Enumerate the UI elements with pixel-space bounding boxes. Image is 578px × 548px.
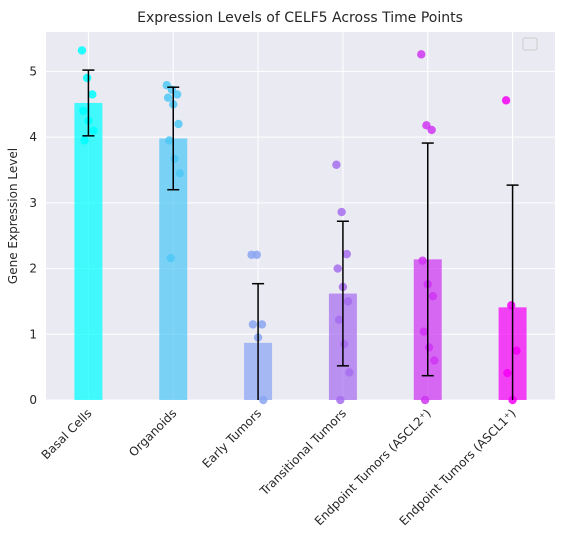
- data-point: [334, 315, 344, 325]
- data-point: [336, 395, 345, 405]
- data-point: [170, 154, 179, 164]
- data-point: [342, 249, 352, 259]
- data-point: [512, 346, 521, 355]
- data-point: [430, 356, 439, 365]
- data-point: [259, 395, 268, 405]
- x-tick-label: Early Tumors: [200, 406, 265, 471]
- y-tick-label: 2: [29, 262, 37, 276]
- data-point: [345, 368, 354, 377]
- data-point: [175, 169, 184, 178]
- data-point: [88, 90, 97, 99]
- y-axis-label: Gene Expression Level: [6, 148, 20, 284]
- data-point: [428, 291, 438, 301]
- data-point: [165, 136, 174, 145]
- data-point: [419, 327, 429, 336]
- data-point: [507, 301, 516, 310]
- data-point: [420, 395, 430, 405]
- data-point: [89, 126, 98, 135]
- x-tick-label: Basal Cells: [39, 406, 95, 462]
- data-point: [343, 297, 353, 306]
- y-tick-label: 0: [29, 393, 37, 407]
- data-point: [418, 256, 427, 265]
- y-tick-label: 5: [29, 64, 37, 78]
- y-tick-label: 3: [29, 196, 37, 210]
- data-point: [503, 368, 512, 378]
- data-point: [333, 264, 342, 273]
- y-tick-labels: 0 1 2 3 4 5: [29, 64, 37, 407]
- data-points: [77, 46, 521, 405]
- data-point: [163, 93, 173, 102]
- data-point: [80, 136, 89, 145]
- y-tick-label: 1: [29, 327, 37, 341]
- error-bars: [82, 69, 519, 400]
- data-point: [417, 50, 426, 59]
- data-point: [166, 253, 175, 263]
- data-point: [82, 73, 92, 83]
- data-point: [252, 250, 261, 259]
- data-point: [332, 160, 341, 169]
- data-point: [77, 46, 87, 55]
- data-point: [174, 119, 183, 129]
- data-point: [172, 90, 182, 99]
- data-point: [248, 320, 258, 329]
- y-tick-label: 4: [29, 130, 37, 144]
- data-point: [427, 125, 436, 135]
- data-point: [257, 320, 267, 329]
- data-point: [340, 339, 349, 349]
- data-point: [337, 207, 346, 217]
- legend-box: [522, 37, 538, 51]
- data-point: [79, 106, 88, 116]
- data-point: [424, 343, 434, 352]
- bar: [74, 102, 103, 400]
- plot-background: [46, 32, 555, 400]
- x-tick-label: Organoids: [126, 406, 179, 459]
- x-tick-labels: Basal Cells Organoids Early TumorsTransiti…: [39, 406, 519, 528]
- chart-title: Expression Levels of CELF5 Across Time P…: [137, 10, 463, 26]
- x-tick-label: Transitional Tumors: [256, 406, 349, 499]
- data-point: [501, 96, 511, 105]
